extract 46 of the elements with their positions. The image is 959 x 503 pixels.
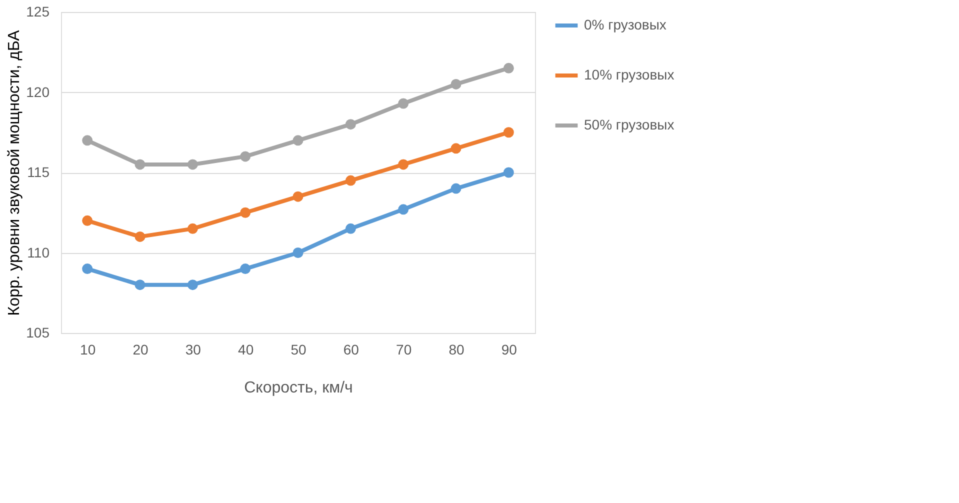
point (503, 62, 514, 74)
point (292, 191, 304, 202)
point (345, 119, 356, 130)
legend-label: 10% грузовых (584, 66, 674, 82)
point (240, 264, 251, 274)
point (398, 159, 409, 170)
point (398, 98, 409, 109)
x-tick-label: 80 (448, 342, 464, 358)
y-tick-label: 125 (26, 4, 50, 20)
x-tick-label: 30 (185, 342, 202, 358)
x-tick-label: 90 (501, 342, 518, 358)
point (187, 223, 198, 234)
point (450, 78, 462, 90)
y-tick-label: 115 (27, 164, 50, 180)
y-tick-label: 120 (26, 84, 50, 100)
legend-label: 50% грузовых (584, 116, 674, 132)
x-tick-label: 70 (396, 342, 412, 358)
x-axis-title: Скорость, км/ч (244, 380, 353, 396)
x-tick-label: 40 (238, 342, 254, 358)
point (134, 231, 146, 242)
x-tick-label: 20 (132, 342, 148, 358)
x-tick-label: 10 (80, 342, 96, 358)
x-tick-label: 60 (343, 342, 360, 358)
point (292, 135, 304, 146)
legend-label: 0% грузовых (584, 16, 666, 32)
point (82, 135, 93, 146)
point (187, 280, 198, 290)
point (134, 159, 146, 170)
point (82, 215, 93, 226)
point (450, 183, 462, 194)
point (292, 248, 304, 258)
x-tick-label: 50 (290, 342, 306, 358)
point (134, 280, 146, 290)
point (345, 175, 356, 186)
point (187, 159, 198, 170)
point (450, 143, 462, 154)
y-tick-label: 105 (26, 324, 50, 340)
y-axis-title: Корр. уровни звуковой мощности, дБА (6, 30, 24, 316)
point (398, 204, 409, 215)
point (82, 264, 93, 274)
point (240, 151, 251, 162)
point (503, 167, 514, 178)
point (240, 207, 251, 218)
y-tick-label: 110 (27, 244, 50, 260)
point (503, 127, 514, 138)
point (345, 223, 356, 234)
